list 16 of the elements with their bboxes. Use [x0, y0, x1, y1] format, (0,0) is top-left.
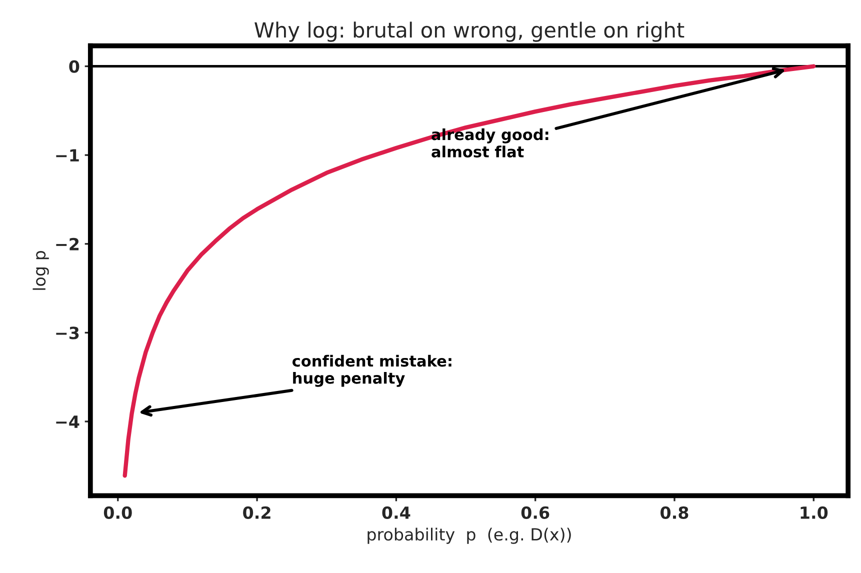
x-tick-label: 0.0 [104, 506, 132, 519]
line-series [122, 64, 816, 478]
y-tick-label: −4 [56, 416, 80, 428]
x-tick-label: 0.4 [382, 506, 410, 519]
y-axis-title: log p [32, 251, 49, 290]
x-tick-label: 1.0 [800, 506, 828, 519]
y-tick-label: −2 [56, 238, 79, 250]
chart-title: Why log: brutal on wrong, gentle on right [254, 22, 684, 42]
y-tick-label: −3 [56, 326, 79, 340]
x-tick-label: 0.6 [521, 506, 550, 519]
annotation: confident mistake: huge penalty [292, 354, 452, 387]
x-tick-label: 0.8 [660, 506, 688, 519]
y-tick-label: −1 [56, 149, 79, 162]
x-axis-title: probability p (e.g. D(x)) [368, 528, 571, 544]
y-tick-label: 0 [69, 60, 80, 73]
x-tick-label: 0.2 [243, 506, 270, 519]
